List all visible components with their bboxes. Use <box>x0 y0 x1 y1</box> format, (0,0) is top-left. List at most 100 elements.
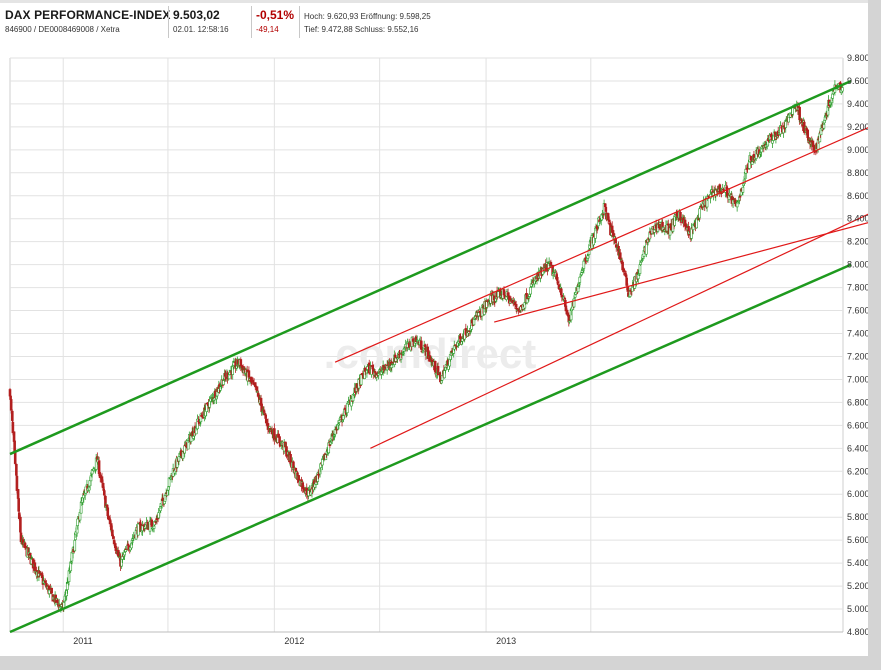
candle-body <box>318 468 322 475</box>
candle-body <box>89 475 93 482</box>
candle-body <box>698 208 701 219</box>
candle-body <box>59 607 63 609</box>
candle-body <box>208 400 211 408</box>
open-value: 9.598,25 <box>399 12 431 21</box>
candle-body <box>598 221 602 224</box>
high-label: Hoch: <box>304 12 325 21</box>
open-label: Eröffnung: <box>360 12 398 21</box>
candle-body <box>721 189 725 191</box>
candle-body <box>289 454 292 464</box>
candle-body <box>736 201 740 204</box>
candle-body <box>163 495 167 502</box>
y-tick-label: 5.400 <box>847 558 870 568</box>
y-tick-label: 5.000 <box>847 604 870 614</box>
x-axis: 2011 2012 2013 <box>73 636 516 646</box>
header-divider <box>168 6 169 38</box>
candle-body <box>341 420 344 422</box>
candle-body <box>199 413 203 423</box>
channel-line-red-middle <box>370 207 881 449</box>
candle-body <box>603 203 607 208</box>
y-tick-label: 7.600 <box>847 306 870 316</box>
y-tick-label: 8.800 <box>847 168 870 178</box>
candle-body <box>424 344 427 348</box>
candle-body <box>525 298 529 304</box>
low-label: Tief: <box>304 25 320 34</box>
candle-body <box>443 370 446 379</box>
candle-body <box>337 420 341 423</box>
candle-body <box>618 252 622 260</box>
candle-body <box>100 476 104 483</box>
candle-body <box>515 307 519 310</box>
candle-body <box>607 219 611 222</box>
candle-body <box>586 255 590 259</box>
candle-body <box>396 357 399 360</box>
y-tick-label: 9.800 <box>847 53 870 63</box>
candle-body <box>594 227 597 239</box>
y-tick-label: 9.000 <box>847 145 870 155</box>
candle-body <box>292 461 295 468</box>
candle-body <box>17 498 20 512</box>
candle-body <box>27 547 30 556</box>
candle-body <box>624 274 628 277</box>
candle-body <box>556 281 560 284</box>
candle-body <box>436 366 440 376</box>
candle-body <box>790 114 794 116</box>
candle-body <box>186 440 190 450</box>
y-tick-label: 7.800 <box>847 283 870 293</box>
candle-body <box>88 480 92 487</box>
quote-time: 02.01. 12:58:16 <box>173 25 229 34</box>
candle-body <box>822 124 826 129</box>
candle-body <box>625 277 628 286</box>
candle-body <box>610 225 614 233</box>
x-tick-label: 2013 <box>496 636 516 646</box>
channel-line-red-upper <box>334 121 881 363</box>
y-tick-label: 6.400 <box>847 443 870 453</box>
candle-body <box>333 435 336 437</box>
candle-body <box>560 294 564 298</box>
candle-body <box>321 458 324 466</box>
candle-body <box>661 222 664 232</box>
channel-line-green-lower <box>9 263 852 634</box>
candle-body <box>329 441 332 445</box>
candle-body <box>70 561 73 564</box>
candle-body <box>592 233 595 246</box>
change-absolute: -49,14 <box>256 25 279 34</box>
candle-body <box>639 262 642 265</box>
channel-line-red-lower <box>494 218 881 323</box>
candle-body <box>262 409 266 413</box>
candle-body <box>732 198 735 200</box>
candle-body <box>126 543 130 546</box>
high-open-line: Hoch: 9.620,93 Eröffnung: 9.598,25 <box>304 12 431 21</box>
candle-body <box>235 365 239 369</box>
candle-body <box>758 152 762 155</box>
candle-body <box>222 380 225 385</box>
candle-body <box>150 519 154 527</box>
candle-body <box>345 403 349 414</box>
change-percent: -0,51% <box>256 8 295 22</box>
y-tick-label: 9.600 <box>847 76 870 86</box>
candle-body <box>738 195 742 198</box>
candle-body <box>349 398 353 407</box>
candle-body <box>215 396 218 400</box>
candle-body <box>109 523 113 531</box>
header-divider <box>299 6 300 38</box>
candle-body <box>359 374 363 386</box>
y-tick-label: 7.200 <box>847 351 870 361</box>
right-frame <box>868 0 881 670</box>
candle-body <box>105 504 109 508</box>
candle-body <box>623 270 626 273</box>
candle-body <box>98 472 101 476</box>
index-identifiers: 846900 / DE0008469008 / Xetra <box>5 25 120 34</box>
candle-body <box>264 414 267 419</box>
bottom-frame <box>0 656 881 670</box>
candle-body <box>580 272 583 276</box>
candle-body <box>264 418 268 424</box>
candle-body <box>256 391 259 393</box>
candle-body <box>317 473 321 476</box>
candle-body <box>577 283 581 286</box>
candle-body <box>66 582 70 585</box>
candle-body <box>15 475 19 491</box>
candle-body <box>667 223 670 226</box>
candle-body <box>402 352 405 355</box>
